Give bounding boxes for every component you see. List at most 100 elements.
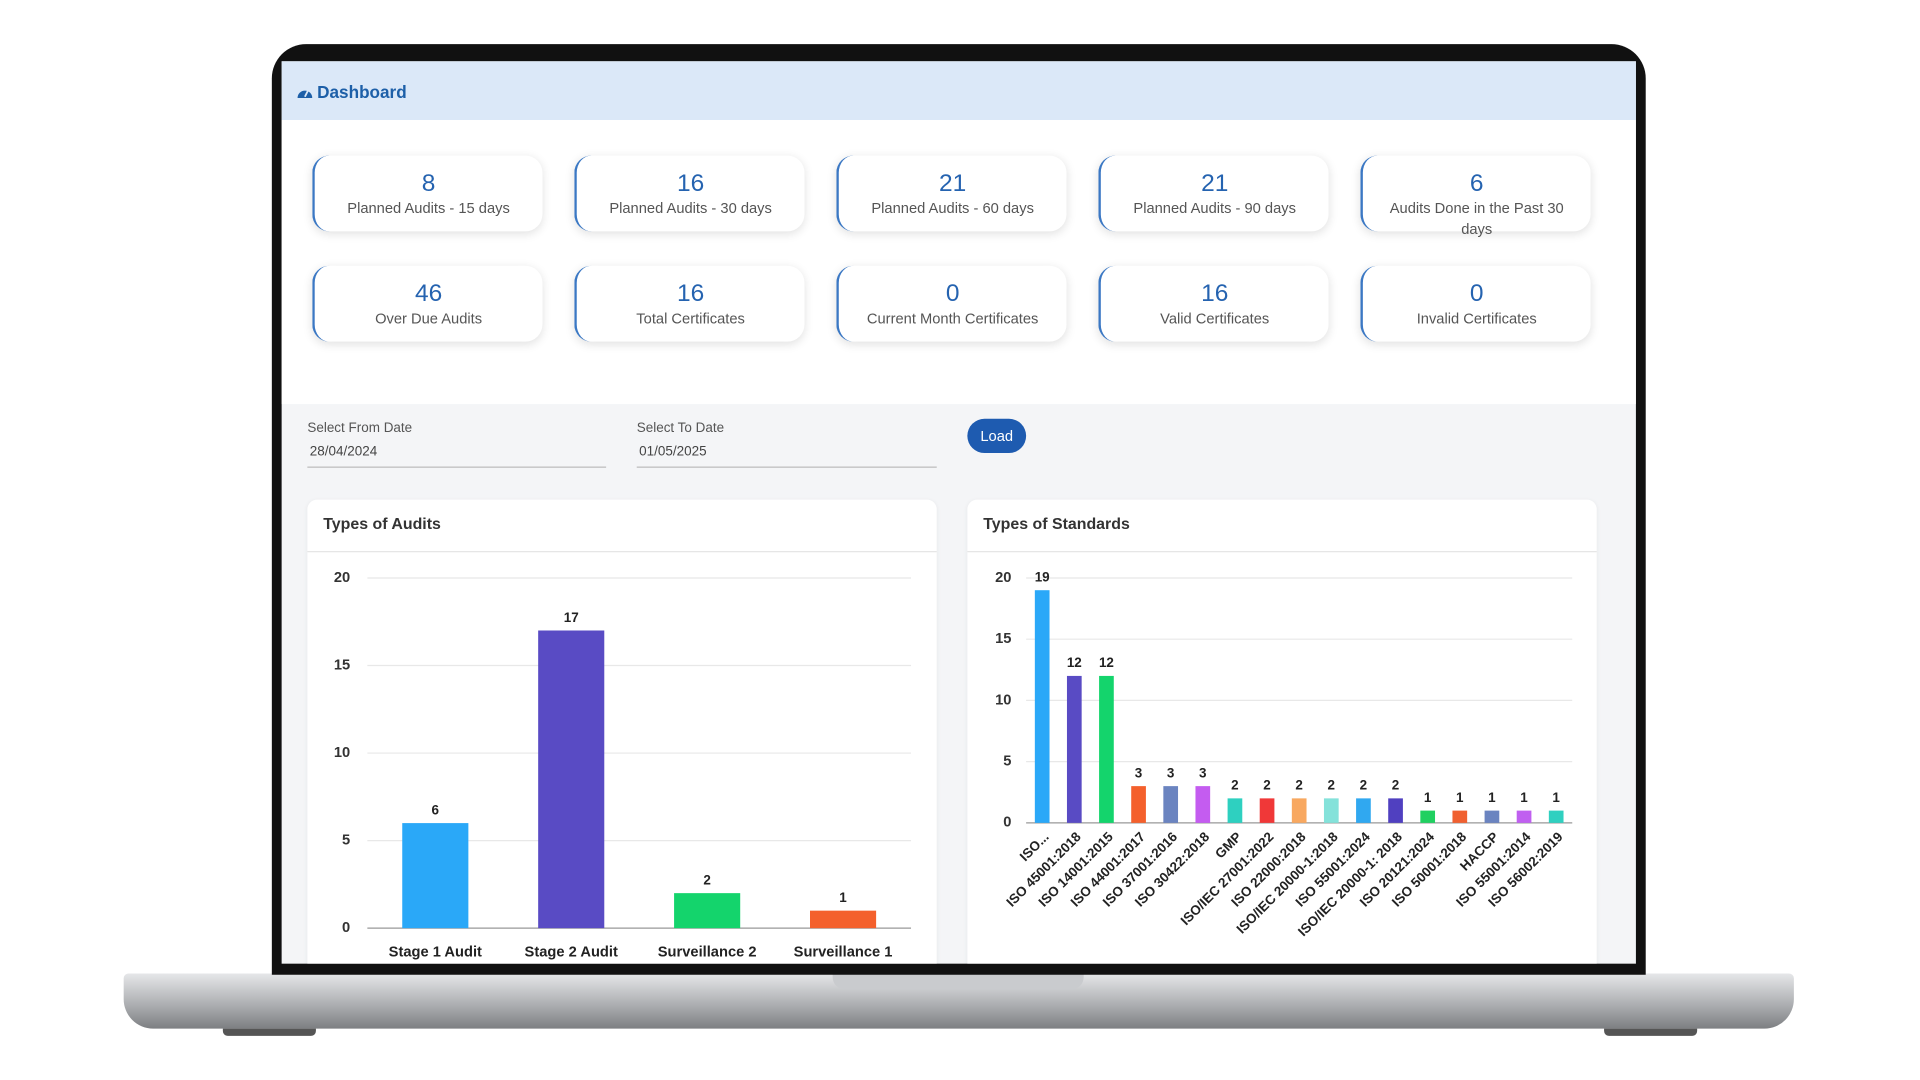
bar (1195, 786, 1211, 823)
value-label: 12 (1067, 655, 1082, 670)
panel-divider (307, 551, 937, 553)
y-tick-label: 15 (995, 631, 1011, 647)
filter-label: Select To Date (636, 421, 725, 436)
bar (1291, 798, 1307, 823)
stat-value: 16 (676, 170, 705, 198)
value-label: 2 (1295, 778, 1302, 793)
stat-card: 21 Planned Audits - 90 days (1098, 155, 1329, 232)
y-tick-label: 20 (334, 570, 350, 586)
stat-value: 21 (1201, 170, 1229, 198)
stat-card: 0 Current Month Certificates (836, 265, 1067, 342)
y-tick-label: 0 (342, 920, 350, 936)
stat-label: Audits Done in the Past 30 days (1389, 199, 1564, 238)
laptop-foot (1604, 1028, 1698, 1036)
x-tick-label: Surveillance 1 (794, 945, 893, 961)
y-tick-label: 15 (334, 657, 350, 673)
bar (1484, 810, 1500, 823)
bar (1259, 798, 1275, 823)
value-label: 1 (1424, 790, 1432, 805)
stat-value: 6 (1469, 170, 1484, 198)
stat-label: Over Due Audits (375, 309, 483, 327)
stat-card: 6 Audits Done in the Past 30 days (1360, 155, 1591, 238)
value-label: 2 (1328, 778, 1335, 793)
stat-card: 21 Planned Audits - 60 days (836, 155, 1067, 232)
stat-value: 8 (421, 170, 436, 198)
bar (1452, 810, 1468, 823)
dashboard-icon (297, 88, 313, 98)
x-tick-label: Stage 1 Audit (389, 945, 482, 961)
value-label: 3 (1135, 765, 1142, 780)
chart-title: Types of Standards (983, 514, 1130, 533)
y-tick-label: 10 (334, 745, 350, 761)
date-input[interactable]: 28/04/2024 (309, 444, 378, 460)
input-underline (636, 466, 937, 468)
value-label: 6 (432, 802, 439, 817)
bar (1034, 590, 1050, 823)
stat-card: 16 Total Certificates (574, 265, 805, 342)
y-tick-label: 10 (995, 692, 1011, 708)
stat-card: 8 Planned Audits - 15 days (312, 155, 543, 232)
value-label: 1 (1552, 790, 1560, 805)
stat-label: Total Certificates (636, 309, 745, 327)
value-label: 1 (1520, 790, 1528, 805)
chart-title: Types of Audits (323, 514, 441, 533)
stat-label: Valid Certificates (1160, 309, 1270, 327)
y-tick-label: 5 (342, 832, 350, 848)
bar (1227, 798, 1243, 823)
stat-card: 16 Planned Audits - 30 days (574, 155, 805, 232)
stat-card: 16 Valid Certificates (1098, 265, 1329, 342)
value-label: 1 (839, 890, 847, 905)
value-label: 2 (1360, 778, 1367, 793)
x-tick-label: Stage 2 Audit (525, 945, 618, 961)
value-label: 19 (1035, 570, 1050, 585)
stat-label: Invalid Certificates (1416, 309, 1537, 327)
bar (538, 630, 605, 929)
load-button[interactable]: Load (967, 418, 1027, 454)
laptop-foot (222, 1028, 316, 1036)
bar (402, 823, 469, 929)
bar (1131, 786, 1146, 823)
x-tick-label: Surveillance 2 (658, 945, 757, 961)
stat-label: Planned Audits - 90 days (1133, 199, 1296, 217)
stat-label: Planned Audits - 60 days (871, 199, 1034, 217)
value-label: 1 (1456, 790, 1464, 805)
bar (674, 893, 741, 929)
y-tick-label: 5 (1003, 754, 1011, 770)
header-title[interactable]: Dashboard (317, 82, 407, 102)
bar (1388, 798, 1403, 823)
value-label: 2 (703, 872, 710, 887)
value-label: 17 (564, 610, 579, 625)
bar (1323, 798, 1339, 823)
laptop-notch (832, 973, 1084, 990)
value-label: 2 (1263, 778, 1270, 793)
bar (1066, 675, 1082, 823)
input-underline (307, 466, 607, 468)
stat-card: 46 Over Due Audits (312, 265, 543, 342)
stat-value: 16 (1201, 280, 1229, 308)
screen: Dashboard 8 Planned Audits - 15 days 16 Pla… (281, 61, 1636, 964)
stat-card: 0 Invalid Certificates (1360, 265, 1591, 342)
value-label: 3 (1199, 765, 1206, 780)
y-tick-label: 20 (995, 570, 1011, 586)
panel-divider (967, 551, 1597, 553)
cards-area: 8 Planned Audits - 15 days 16 Planned Audit… (281, 120, 1636, 405)
stat-label: Planned Audits - 15 days (347, 199, 510, 217)
value-label: 2 (1392, 778, 1399, 793)
date-input[interactable]: 01/05/2025 (639, 444, 707, 460)
bar (1163, 786, 1179, 823)
value-label: 12 (1099, 655, 1114, 670)
bar (1548, 810, 1564, 823)
stat-label: Current Month Certificates (866, 309, 1039, 327)
bar (1356, 798, 1371, 823)
bar (1420, 810, 1436, 823)
stat-value: 46 (414, 280, 443, 308)
stat-value: 16 (676, 280, 705, 308)
bar (1099, 675, 1114, 823)
value-label: 3 (1167, 765, 1174, 780)
filter-label: Select From Date (307, 421, 413, 436)
stat-label: Planned Audits - 30 days (609, 199, 772, 217)
bar (810, 910, 877, 929)
